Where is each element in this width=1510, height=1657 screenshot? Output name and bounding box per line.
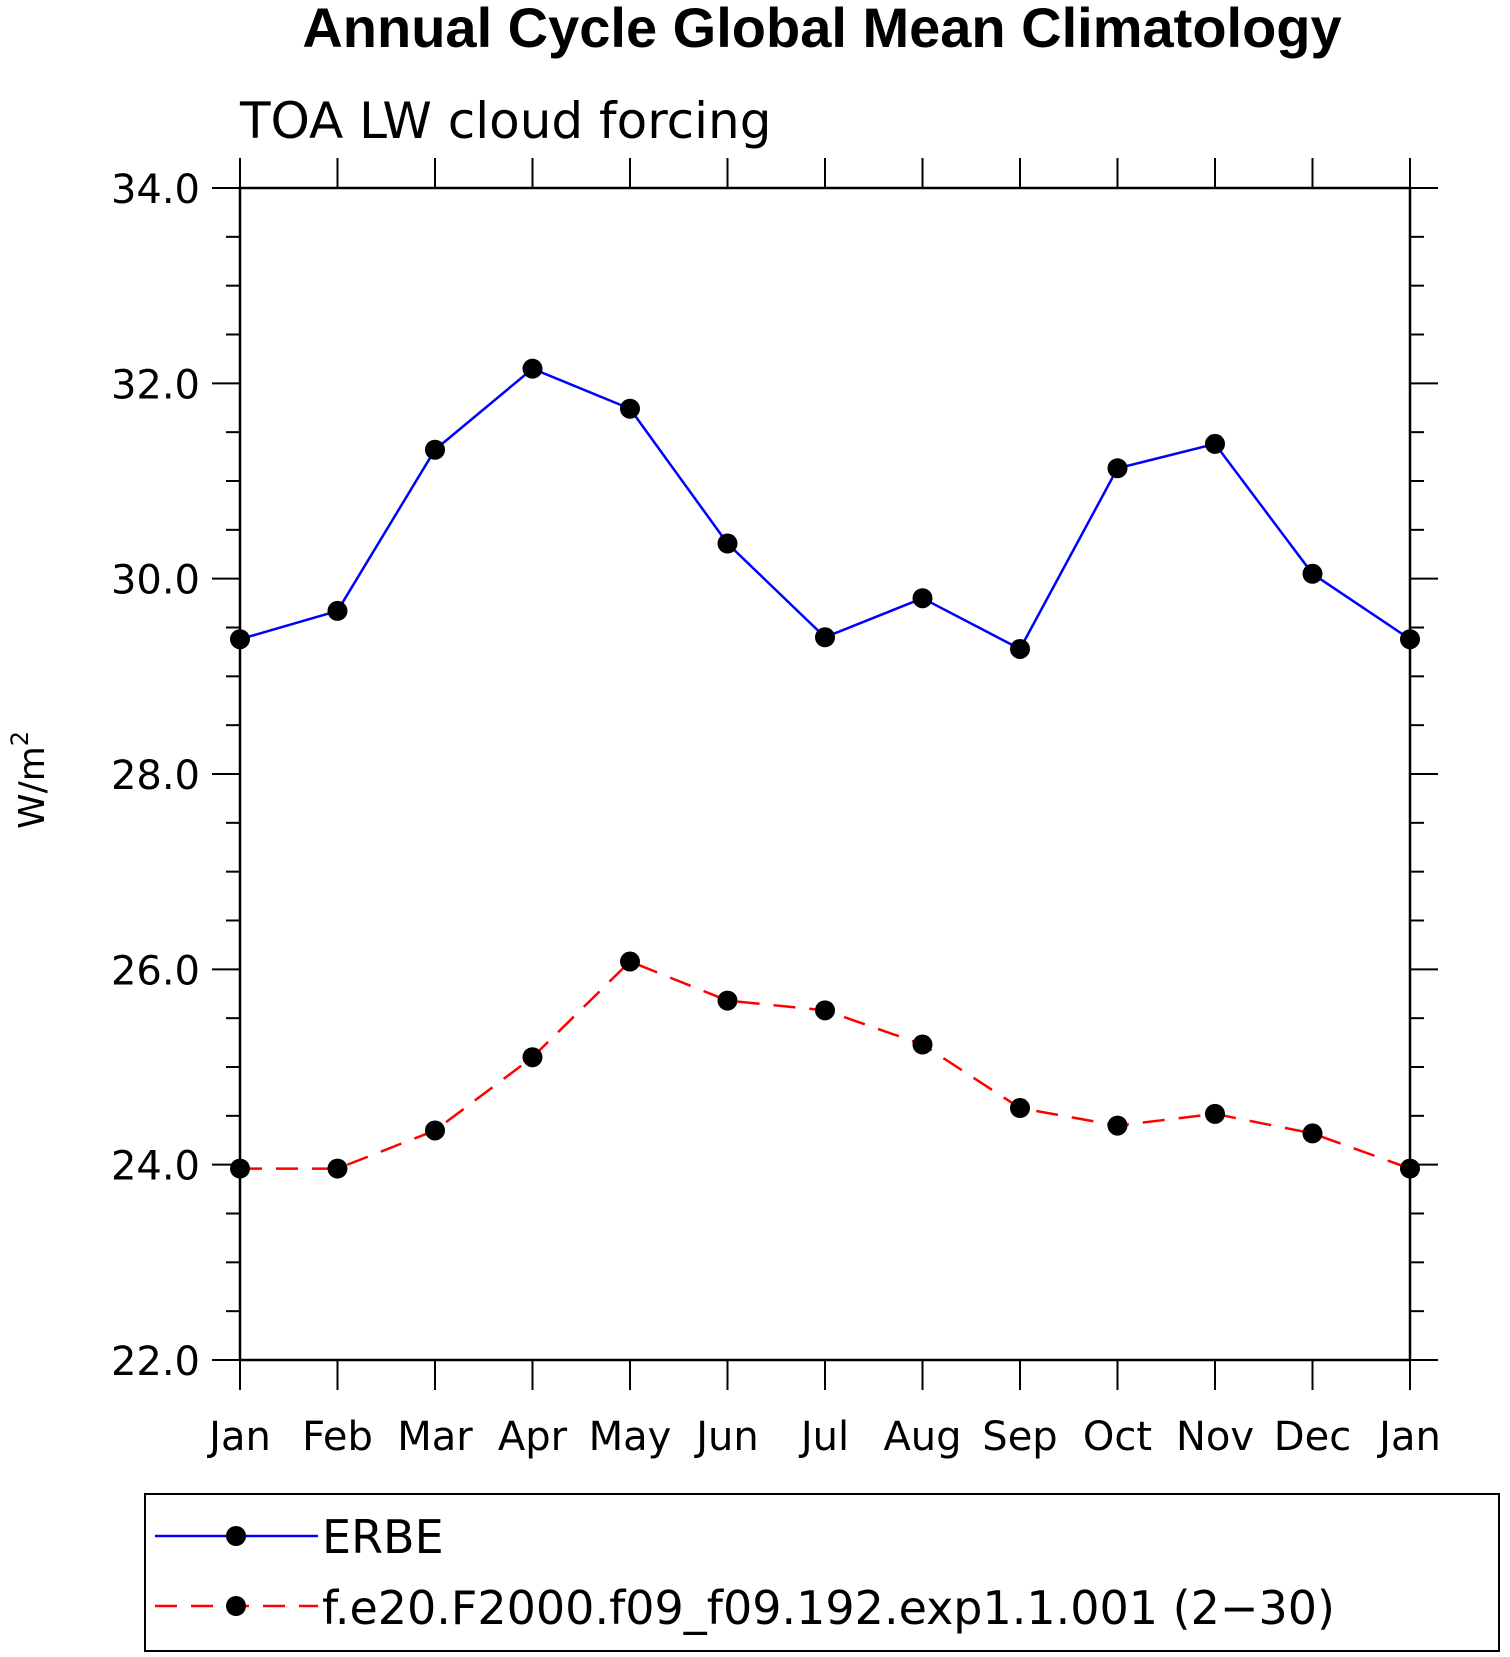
x-tick-label: Jan: [206, 1414, 271, 1460]
legend-marker-model: [226, 1596, 246, 1616]
y-tick-label: 24.0: [111, 1144, 200, 1190]
x-tick-label: Jun: [693, 1414, 759, 1460]
x-tick-label: Dec: [1274, 1414, 1351, 1460]
series-0-point: [1205, 433, 1225, 454]
y-tick-label: 32.0: [111, 362, 200, 408]
x-tick-label: Oct: [1083, 1414, 1152, 1460]
y-tick-label: 30.0: [111, 558, 200, 604]
series-0-point: [522, 358, 543, 379]
series-1-point: [230, 1158, 250, 1179]
legend-label-erbe: ERBE: [322, 1510, 444, 1564]
x-tick-label: Mar: [397, 1414, 473, 1460]
y-axis-label-text: W/m: [12, 746, 53, 829]
x-tick-label: Aug: [883, 1414, 961, 1460]
x-tick-label: Nov: [1176, 1414, 1254, 1460]
series-1-point: [327, 1158, 348, 1179]
series-line-0: [239, 367, 1411, 651]
x-tick-label: Sep: [982, 1414, 1057, 1460]
plot-frame: [238, 186, 1412, 1362]
series-layer: [230, 358, 1420, 1179]
x-tick-label: May: [589, 1414, 672, 1460]
y-tick-label: 34.0: [111, 167, 200, 213]
y-tick-label: 28.0: [111, 753, 200, 799]
series-1-point: [815, 1000, 835, 1021]
series-1-point: [425, 1120, 445, 1141]
y-tick-label: 22.0: [111, 1339, 200, 1385]
chart-subtitle: TOA LW cloud forcing: [239, 92, 771, 150]
series-0-point: [1400, 629, 1420, 650]
series-0-point: [230, 629, 250, 650]
legend: ERBE f.e20.F2000.f09_f09.192.exp1.1.001 …: [144, 1493, 1500, 1652]
chart-title: Annual Cycle Global Mean Climatology: [302, 0, 1341, 59]
series-0-point: [327, 600, 348, 621]
series-1-point: [717, 990, 738, 1011]
y-axis-label: W/m2: [6, 731, 53, 829]
svg-text:W/m2: W/m2: [6, 731, 53, 829]
y-tick-label: 26.0: [111, 948, 200, 994]
legend-label-model: f.e20.F2000.f09_f09.192.exp1.1.001 (2−30…: [322, 1581, 1335, 1635]
series-1-point: [522, 1047, 543, 1068]
series-1-point: [1205, 1103, 1225, 1124]
series-0-point: [1302, 563, 1323, 584]
series-1-point: [620, 951, 640, 972]
plot-axes: 22.0 24.0 26.0 28.0 30.0 32.0 34.0 Jan Feb Mar Apr…: [111, 158, 1441, 1460]
x-tick-label: Feb: [302, 1414, 373, 1460]
series-line-1: [240, 960, 1411, 1170]
y-axis-label-superscript: 2: [6, 731, 34, 746]
legend-marker-erbe: [226, 1526, 246, 1546]
legend-box: [144, 1493, 1500, 1652]
series-0-point: [425, 439, 445, 460]
series-0-point: [815, 627, 835, 648]
series-0-point: [1010, 638, 1030, 659]
series-0-point: [1107, 458, 1128, 479]
series-0-point: [620, 398, 640, 419]
series-0-point: [912, 588, 933, 609]
series-1-point: [1400, 1158, 1420, 1179]
series-0-point: [717, 533, 738, 554]
x-tick-label: Jul: [798, 1414, 849, 1460]
series-1-point: [1010, 1098, 1030, 1119]
x-tick-label: Apr: [498, 1414, 568, 1460]
series-1-point: [1302, 1123, 1323, 1144]
series-1-point: [1107, 1115, 1128, 1136]
series-1-point: [912, 1034, 933, 1055]
x-tick-label: Jan: [1376, 1414, 1441, 1460]
